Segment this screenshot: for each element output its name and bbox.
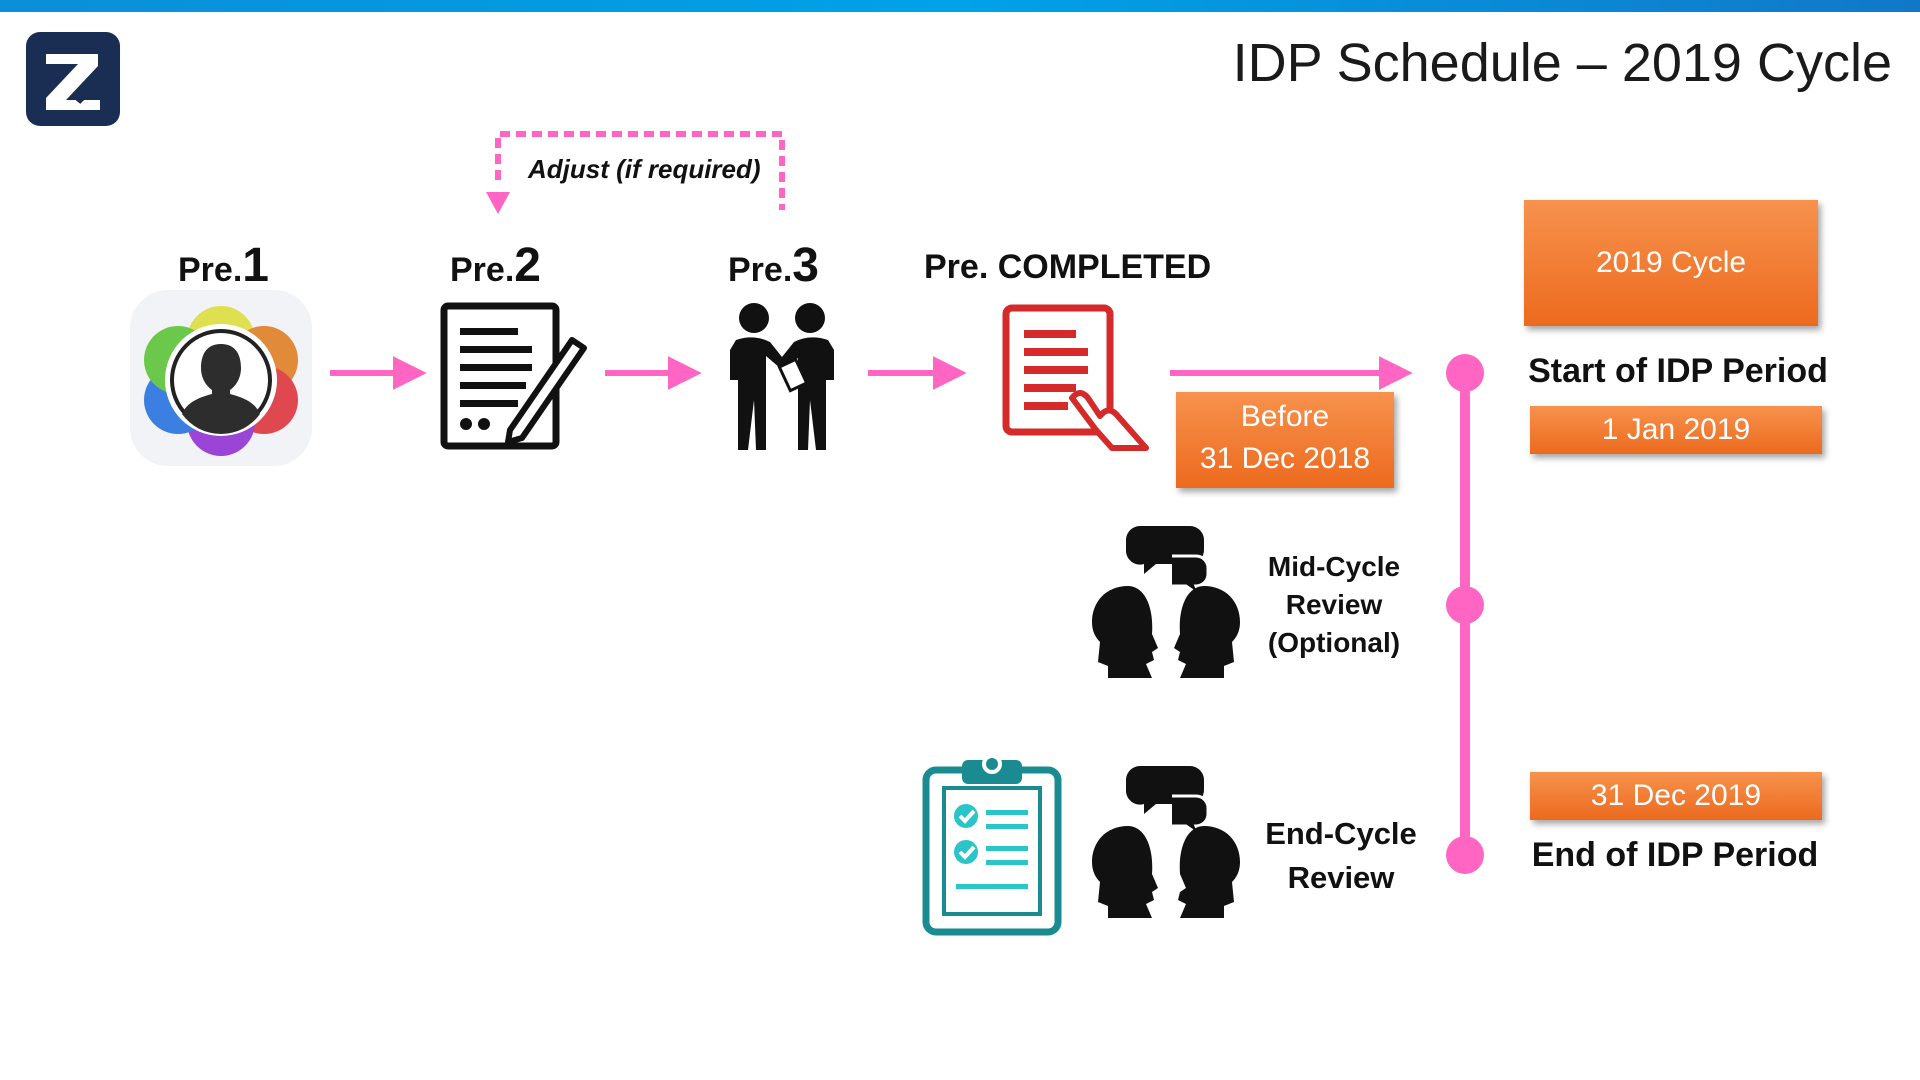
- logo-icon: [26, 32, 120, 126]
- adjust-loop-line: [495, 131, 785, 210]
- step-2-label: Pre.2: [450, 239, 541, 292]
- timeline-dot-mid: [1446, 586, 1484, 624]
- clipboard-checklist-icon: [922, 754, 1062, 936]
- handshake-icon: [730, 303, 834, 450]
- start-period-label: Start of IDP Period: [1528, 352, 1828, 390]
- top-accent-bar: [0, 0, 1920, 12]
- step-3-label: Pre.3: [728, 239, 819, 292]
- discussion-heads-icon: [1092, 766, 1240, 918]
- discussion-heads-icon: [1092, 526, 1240, 678]
- adjust-label: Adjust (if required): [528, 154, 761, 184]
- profile-flower-icon: [130, 290, 312, 466]
- before-label: Before: [1240, 400, 1330, 433]
- end-date-box: 31 Dec 2019: [1530, 772, 1822, 820]
- timeline-dot-end: [1446, 836, 1484, 874]
- before-date: 31 Dec 2018: [1199, 442, 1371, 475]
- completed-label: Pre. COMPLETED: [924, 248, 1212, 286]
- timeline-dot-start: [1446, 354, 1484, 392]
- before-date-box: Before 31 Dec 2018: [1176, 392, 1394, 488]
- start-date-box: 1 Jan 2019: [1530, 406, 1822, 454]
- page-title: IDP Schedule – 2019 Cycle: [1232, 33, 1892, 93]
- completed-document-icon: [1002, 304, 1149, 451]
- end-period-label: End of IDP Period: [1531, 836, 1819, 874]
- adjust-arrowhead: [486, 192, 510, 214]
- end-review-label: End-Cycle Review: [1265, 816, 1417, 895]
- mid-review-label: Mid-Cycle Review (Optional): [1267, 551, 1401, 658]
- document-sign-icon: [440, 302, 587, 450]
- step-1-label: Pre.1: [178, 239, 269, 292]
- cycle-box: 2019 Cycle: [1524, 200, 1818, 326]
